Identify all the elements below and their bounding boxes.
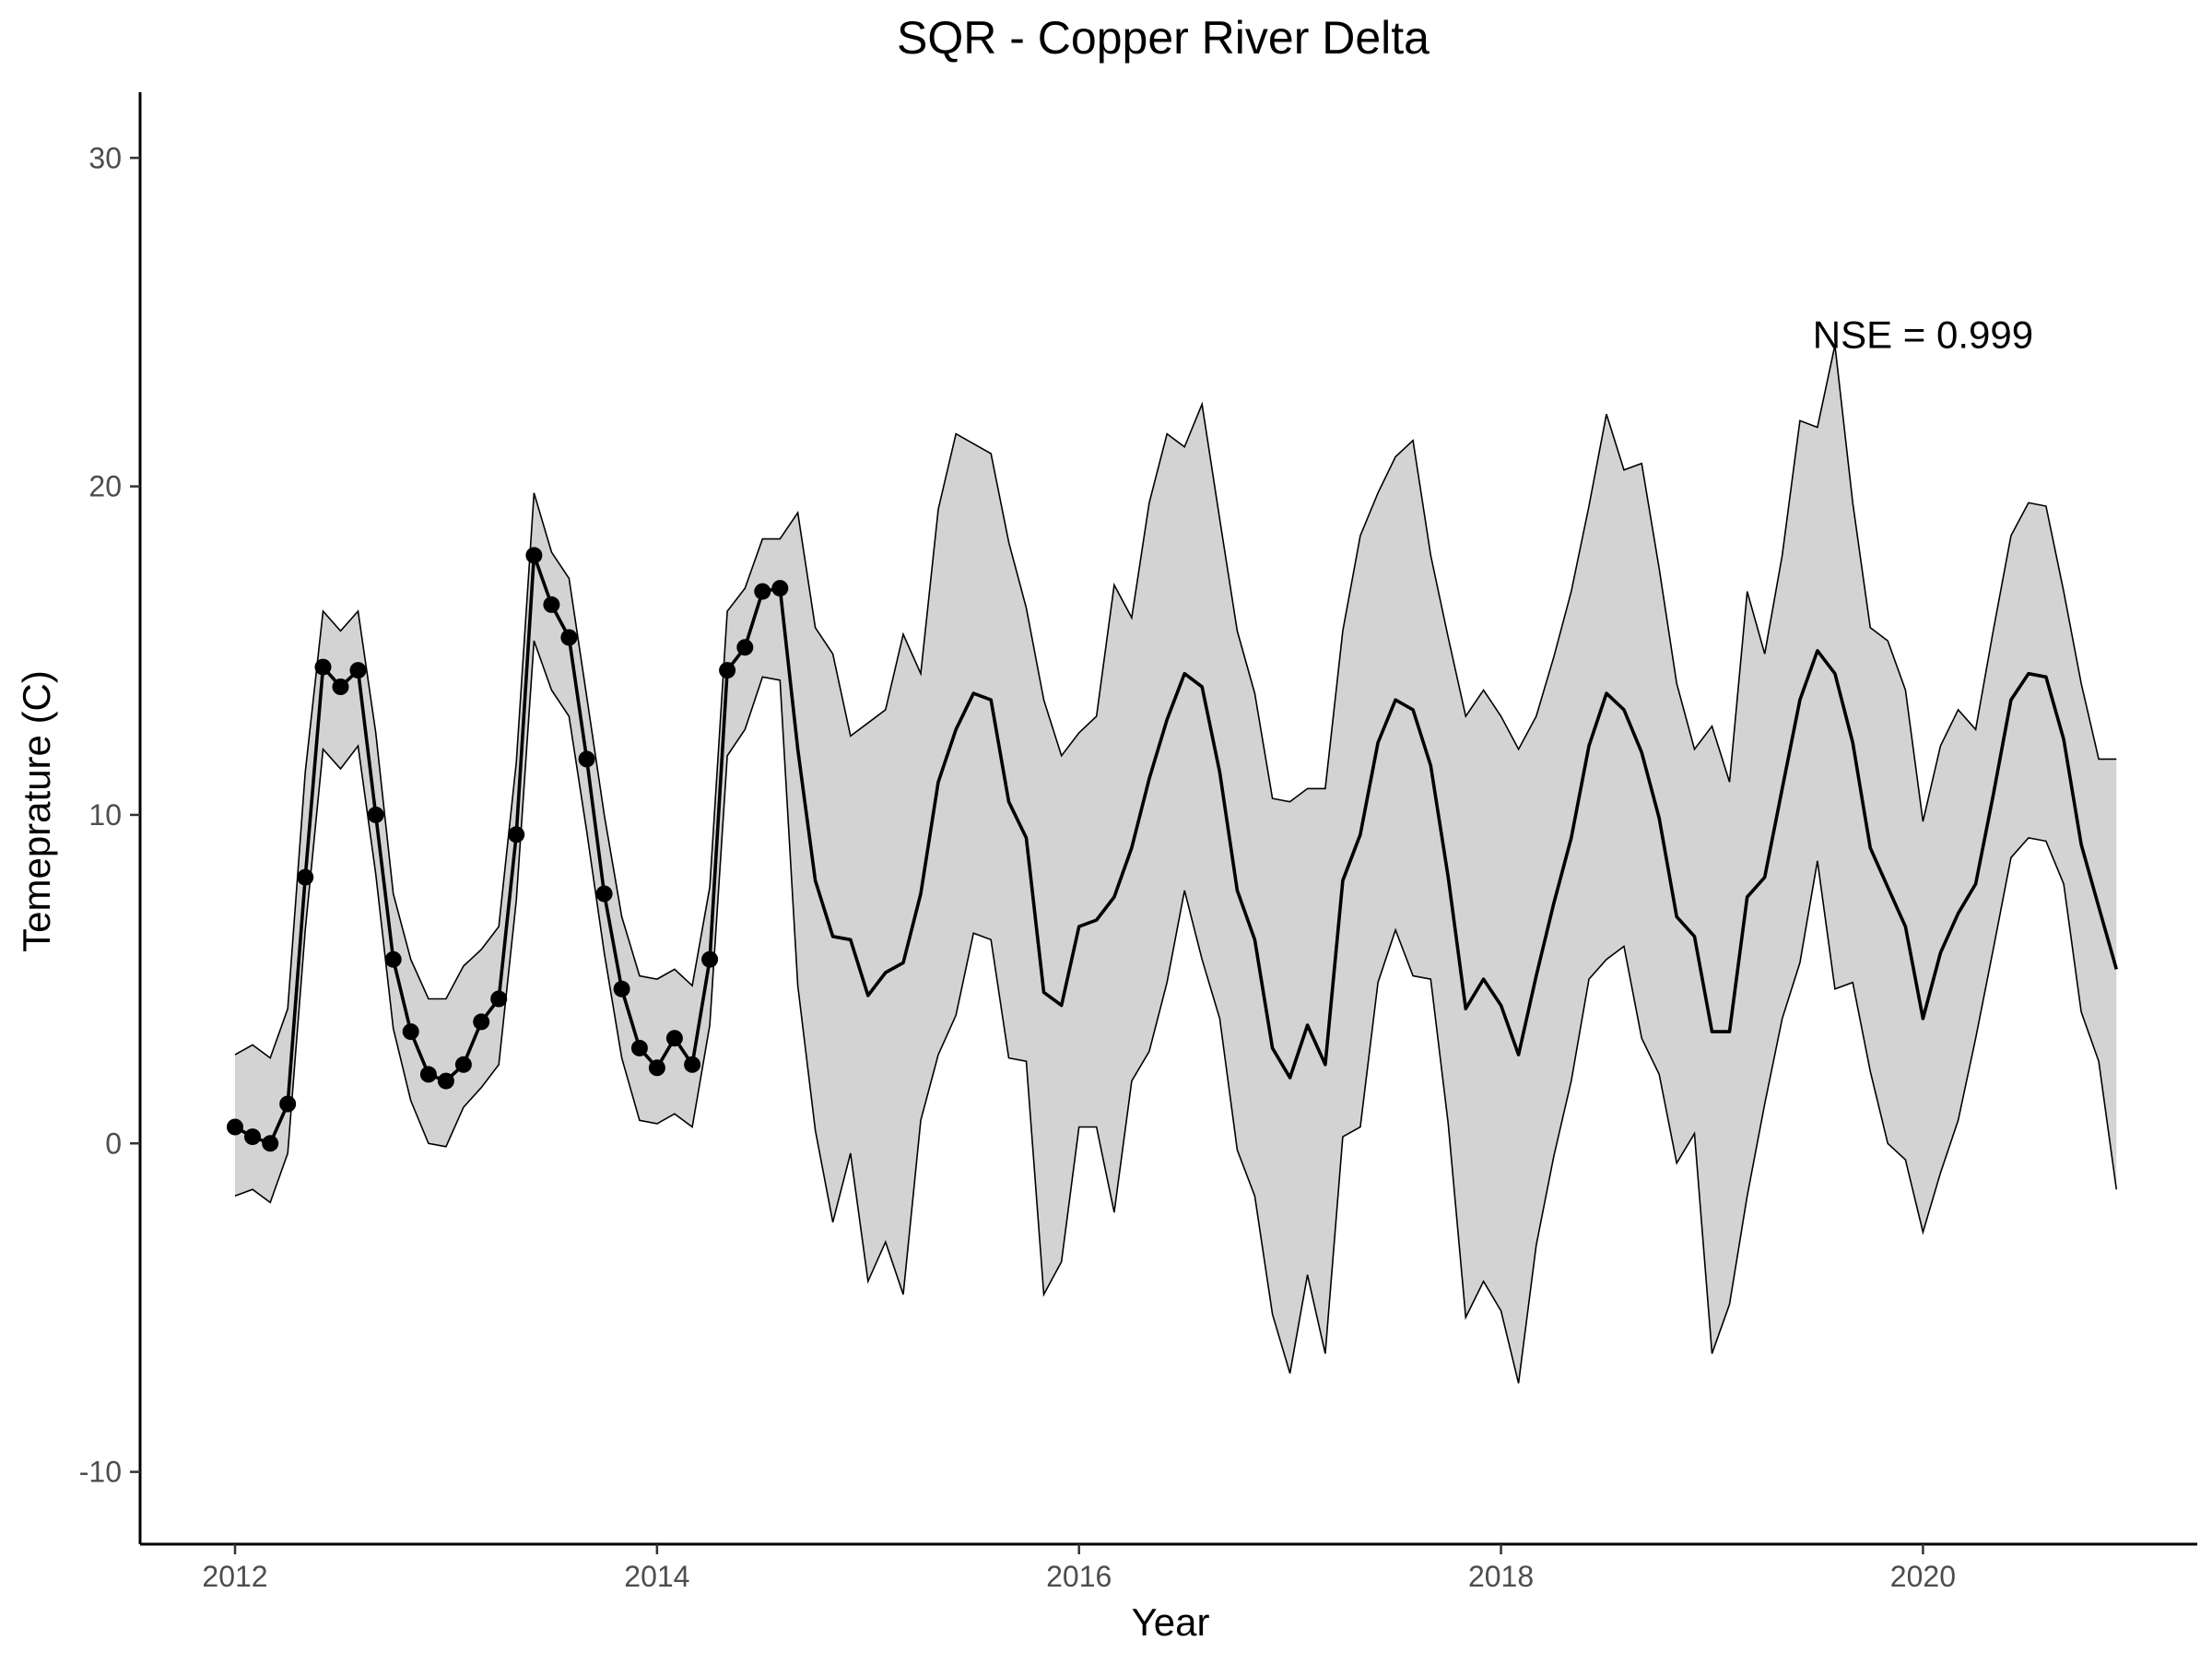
observed-point (279, 1095, 297, 1113)
observed-point (719, 662, 736, 679)
observed-point (349, 662, 367, 679)
y-tick-label: 0 (105, 1127, 122, 1160)
observed-point (314, 658, 332, 676)
observed-point (297, 868, 314, 886)
observed-point (227, 1118, 243, 1136)
ribbon-lower-bound (234, 640, 2118, 1384)
observed-point (630, 1039, 648, 1056)
y-tick-label: 20 (88, 470, 122, 503)
observed-point (490, 990, 508, 1008)
observed-point (595, 885, 613, 903)
x-tick-label: 2020 (1890, 1560, 1956, 1593)
observed-point (543, 596, 560, 613)
observed-point (648, 1059, 665, 1077)
chart-title: SQR - Copper River Delta (897, 12, 1430, 64)
y-axis-title: Temeprature (C) (15, 670, 58, 952)
predicted-line (234, 553, 2119, 1146)
observed-point (701, 950, 719, 968)
observed-point (332, 679, 349, 695)
observed-point (437, 1072, 454, 1090)
nse-annotation: NSE = 0.999 (1813, 313, 2033, 357)
x-tick-label: 2014 (624, 1560, 689, 1593)
y-tick-label: 30 (88, 141, 122, 174)
observed-point (454, 1056, 472, 1073)
confidence-ribbon-layer (234, 345, 2118, 1384)
observed-point (613, 980, 630, 997)
observed-point (771, 580, 789, 597)
axes-layer: 2012 2014 2016 2018 2020 -10 0 10 20 30 (79, 92, 2197, 1593)
observed-point (402, 1023, 419, 1041)
observed-point (525, 547, 543, 564)
observed-point (736, 639, 754, 656)
y-tick-label: -10 (79, 1456, 122, 1489)
x-axis-title: Year (1132, 1600, 1210, 1644)
observed-point (665, 1030, 683, 1047)
observed-point (384, 950, 402, 968)
observed-point (367, 806, 384, 823)
observed-point (578, 750, 595, 768)
y-tick-label: 10 (88, 798, 122, 832)
observed-point (244, 1128, 261, 1146)
predicted-line-layer (234, 553, 2119, 1146)
observed-point (560, 629, 578, 646)
observed-point (754, 583, 771, 600)
x-tick-label: 2012 (202, 1560, 267, 1593)
x-tick-label: 2018 (1468, 1560, 1534, 1593)
observed-point (473, 1013, 490, 1031)
observed-point (262, 1135, 279, 1152)
ribbon-upper-bound (234, 345, 2117, 1059)
observed-points-layer (227, 547, 789, 1152)
observed-point (419, 1066, 437, 1083)
x-tick-label: 2016 (1046, 1560, 1112, 1593)
observed-point (684, 1056, 701, 1073)
observed-point (508, 826, 525, 844)
ribbon-area (235, 345, 2117, 1384)
